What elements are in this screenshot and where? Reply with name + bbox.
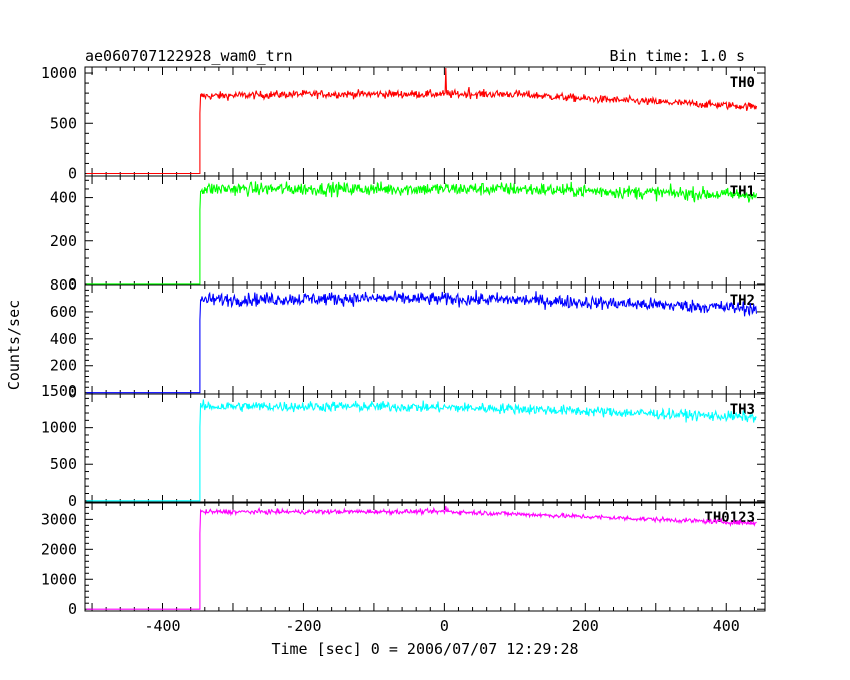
series-line-th1 [86,181,758,285]
y-tick-label: 400 [50,189,77,207]
panel-frame-th2 [84,284,766,395]
panel-label-th0: TH0 [730,75,755,91]
y-tick-label: 1000 [41,570,77,588]
x-tick-label: -200 [285,617,321,635]
y-tick-label: 500 [50,455,77,473]
series-line-th2 [86,290,758,394]
x-tick-label: 200 [572,617,599,635]
y-tick-label: 1500 [41,382,77,400]
panel-frame-th3 [84,393,766,504]
x-tick-label: 0 [440,617,449,635]
y-tick-label: 600 [50,303,77,321]
y-tick-label: 200 [50,357,77,375]
y-tick-label: 1000 [41,419,77,437]
y-tick-label: 500 [50,114,77,132]
panel-frame-th0123 [84,501,766,612]
y-tick-label: 0 [68,384,77,402]
panel-label-th2: TH2 [730,293,755,309]
bin-time-label: Bin time: 1.0 s [610,47,745,65]
y-tick-label: 0 [68,164,77,182]
y-tick-label: 1000 [41,64,77,82]
y-tick-label: 0 [68,492,77,510]
y-tick-label: 3000 [41,510,77,528]
x-tick-label: -400 [144,617,180,635]
x-axis-label: Time [sec] 0 = 2006/07/07 12:29:28 [271,640,578,658]
panel-frame-th0 [84,66,766,177]
series-line-th0 [86,67,758,175]
y-tick-label: 0 [68,600,77,618]
panels-group: 0 500 1000 TH0 0 200 400 TH1 0 200 400 600 800 TH2 0 50… [41,64,766,635]
series-line-th0123 [86,505,757,610]
panel-label-th1: TH1 [730,184,755,200]
x-tick-label: 400 [713,617,740,635]
y-tick-label: 0 [68,275,77,293]
y-tick-label: 200 [50,232,77,250]
chart-title: ae060707122928_wam0_trn [85,47,293,65]
y-tick-label: 2000 [41,540,77,558]
y-axis-label: Counts/sec [5,300,23,390]
series-line-th3 [86,399,757,502]
y-tick-label: 800 [50,276,77,294]
y-tick-label: 400 [50,330,77,348]
